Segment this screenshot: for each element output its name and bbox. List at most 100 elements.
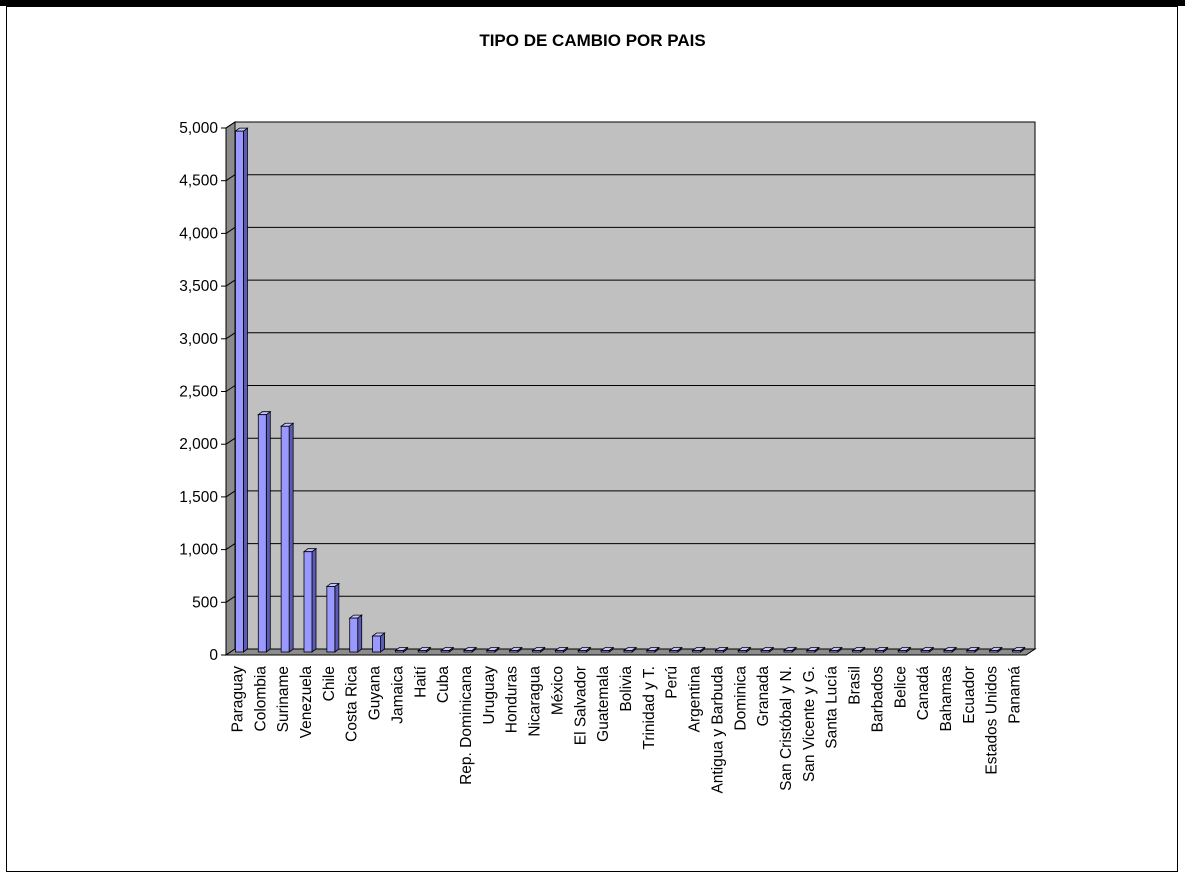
bar — [919, 646, 935, 653]
x-axis-labels: Paraguay Colombia Suriname Venezuela Chile Co… — [229, 665, 1023, 793]
x-tick-label: Barbados — [869, 666, 886, 733]
bar-front — [509, 650, 519, 653]
x-tick-label: Belice — [892, 666, 909, 708]
bar-front — [395, 650, 404, 653]
x-tick-label: Granada — [755, 666, 772, 727]
bar — [234, 127, 249, 653]
bar-front — [349, 617, 359, 653]
bar-front — [737, 650, 747, 653]
x-tick-label: Cuba — [435, 666, 452, 703]
x-tick-label: Antigua y Barbuda — [709, 666, 726, 794]
x-tick-label: Perú — [664, 666, 681, 699]
x-tick-label: Trinidad y T. — [641, 666, 658, 750]
bar-side — [243, 127, 248, 653]
gridline-side — [225, 490, 236, 498]
x-tick-label: Colombia — [252, 666, 269, 732]
gridline-side — [225, 595, 236, 603]
bar-front — [486, 650, 496, 653]
gridline-side — [225, 437, 236, 445]
bar — [439, 646, 455, 653]
bar-side — [288, 422, 294, 653]
bar-front — [806, 650, 816, 653]
bar-front — [943, 650, 953, 653]
bar — [279, 422, 295, 653]
bar — [508, 646, 523, 653]
bar — [302, 547, 318, 653]
gridlines — [225, 121, 1035, 603]
x-tick-label: El Salvador — [572, 666, 589, 745]
bar-front — [783, 650, 793, 653]
bar-front — [326, 586, 336, 653]
y-tick-label: 2,000 — [179, 436, 218, 453]
bar — [1011, 646, 1026, 653]
chart-title: TIPO DE CAMBIO POR PAIS — [479, 31, 706, 50]
y-tick-label: 1,500 — [179, 489, 218, 506]
bar — [828, 646, 843, 653]
bar-front — [555, 650, 564, 653]
y-tick-label: 5,000 — [179, 120, 218, 137]
bar — [257, 410, 272, 653]
y-tick-label: 4,000 — [179, 225, 218, 242]
bar-front — [372, 635, 381, 653]
x-tick-label: Bahamas — [938, 666, 955, 732]
x-tick-label: Honduras — [504, 666, 521, 733]
plot-walls — [224, 121, 1037, 656]
x-tick-label: Panamá — [1007, 666, 1024, 724]
x-tick-label: Haití — [412, 665, 429, 698]
bar-front — [966, 650, 976, 653]
x-tick-label: Costa Rica — [344, 666, 361, 742]
bar-side — [311, 547, 317, 653]
y-tick-label: 0 — [209, 647, 218, 664]
bar — [394, 646, 409, 653]
bar — [485, 646, 501, 653]
bar — [622, 646, 638, 653]
x-tick-label: Guyana — [367, 666, 384, 721]
bar — [737, 646, 752, 653]
bar-side — [334, 582, 340, 653]
x-tick-label: Ecuador — [961, 666, 978, 724]
y-tick-label: 500 — [192, 594, 218, 611]
x-tick-label: Argentina — [687, 666, 704, 733]
y-tick-label: 2,500 — [179, 384, 218, 401]
gridline-side — [225, 332, 236, 340]
y-tick-label: 4,500 — [179, 173, 218, 190]
bar-side — [357, 614, 363, 653]
bar — [668, 646, 683, 653]
bar-front — [623, 650, 633, 653]
bar — [371, 632, 386, 653]
bar-front — [989, 650, 999, 653]
x-tick-label: Suriname — [275, 666, 292, 732]
x-tick-label: San Vicente y G. — [801, 666, 818, 782]
bar-front — [417, 650, 427, 653]
bar-front — [532, 650, 541, 653]
x-tick-label: Chile — [321, 666, 338, 701]
bar-front — [303, 551, 313, 653]
x-tick-label: Santa Lucía — [824, 666, 841, 749]
bar — [325, 582, 341, 653]
top-border — [0, 0, 1185, 6]
x-tick-label: Uruguay — [481, 666, 498, 725]
bar-front — [235, 130, 244, 653]
x-tick-label: Rep. Dominicana — [458, 666, 475, 785]
bar-front — [760, 650, 770, 653]
bar-side — [265, 410, 271, 653]
bar — [348, 614, 363, 653]
x-tick-label: Paraguay — [229, 666, 246, 733]
bar — [759, 646, 775, 653]
bar-front — [875, 650, 884, 653]
bar — [645, 646, 661, 653]
bar — [965, 646, 981, 653]
y-tick-label: 3,500 — [179, 278, 218, 295]
x-tick-label: Jamaica — [389, 666, 406, 724]
bar-front — [897, 650, 907, 653]
bar-front — [646, 650, 656, 653]
x-tick-label: México — [549, 666, 566, 715]
y-axis: 0 500 1,000 1,500 2,000 2,500 3,000 3,500 4,000 4… — [179, 120, 1026, 664]
bar — [988, 646, 1003, 653]
bar — [462, 646, 478, 653]
gridline-side — [225, 226, 236, 234]
gridline-side — [225, 543, 236, 551]
bar — [782, 646, 798, 653]
gridline-side — [225, 174, 236, 182]
